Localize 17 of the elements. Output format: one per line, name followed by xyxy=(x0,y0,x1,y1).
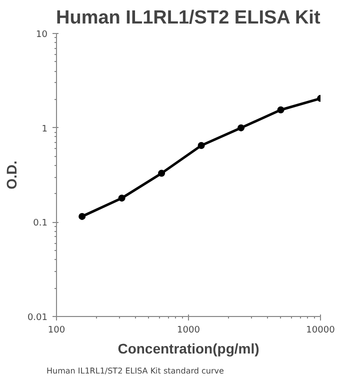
x-tick-label: 100 xyxy=(48,326,66,336)
y-tick-label: 0.1 xyxy=(33,218,48,229)
point xyxy=(158,170,166,177)
y-tick-label: 10 xyxy=(36,30,48,40)
point xyxy=(277,106,284,114)
point xyxy=(238,124,245,132)
point xyxy=(78,212,86,220)
y-axis-title: O.D. xyxy=(3,160,20,190)
x-tick-label: 10000 xyxy=(306,326,336,336)
point xyxy=(118,194,126,202)
text: Human IL1RL1/ST2 ELISA Kit standard curve xyxy=(46,366,224,376)
x-axis-title: Concentration(pg/ml) xyxy=(118,340,260,356)
chart-title: Human IL1RL1/ST2 ELISA Kit xyxy=(56,8,321,28)
point xyxy=(198,142,205,149)
y-tick-label: 0.01 xyxy=(27,313,48,323)
x-tick-label: 1000 xyxy=(177,326,200,336)
y-tick-label: 1 xyxy=(42,124,48,134)
